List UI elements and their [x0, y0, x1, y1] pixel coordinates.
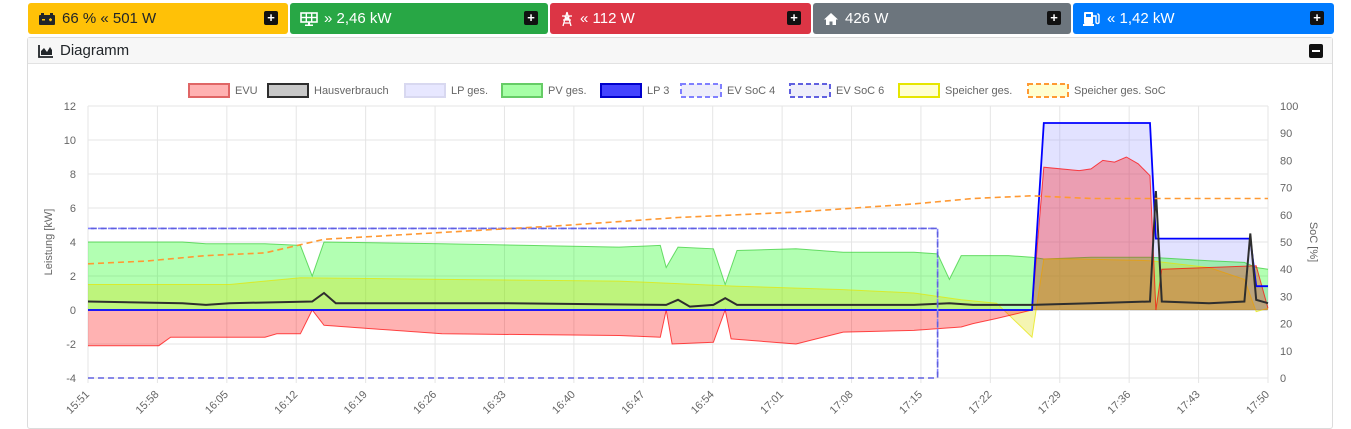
- power-tower-icon: [560, 11, 574, 27]
- x-tick-label: 17:43: [1175, 389, 1203, 417]
- series-line-speicher-ges-soc: [87, 194, 1268, 265]
- legend-swatch-speicher-ges-soc: [1027, 83, 1069, 98]
- area-chart-icon: [38, 44, 54, 58]
- y-tick-label-right: 50: [1280, 237, 1292, 249]
- charging-station-icon: [1083, 11, 1101, 26]
- y-tick-label-right: 80: [1280, 155, 1292, 167]
- expand-pv-button[interactable]: +: [524, 11, 538, 25]
- y-tick-label-right: 60: [1280, 210, 1292, 222]
- legend-swatch-hausverbrauch: [267, 83, 309, 98]
- y-tick-label-left: -4: [66, 373, 76, 385]
- x-tick-label: 15:58: [134, 389, 162, 417]
- legend-label-lp-3: LP 3: [647, 85, 669, 97]
- y-tick-label-right: 30: [1280, 291, 1292, 303]
- legend-label-speicher-ges-soc: Speicher ges. SoC: [1074, 85, 1166, 97]
- legend-label-evu: EVU: [235, 85, 258, 97]
- legend-swatch-lp-3: [600, 83, 642, 98]
- series-line-pv-ges: [88, 241, 1269, 287]
- expand-battery-button[interactable]: +: [264, 11, 278, 25]
- x-tick-label: 16:26: [411, 389, 439, 417]
- house-value: 426 W: [845, 10, 889, 27]
- legend-swatch-pv-ges: [501, 83, 543, 98]
- pv-value: » 2,46 kW: [324, 10, 392, 27]
- y-axis-label-right: SoC [%]: [1307, 222, 1319, 262]
- diagram-header[interactable]: Diagramm: [28, 38, 1332, 64]
- series-line-speicher-ges: [88, 258, 1269, 339]
- x-tick-label: 17:50: [1244, 389, 1272, 417]
- legend-swatch-ev-soc-4: [680, 83, 722, 98]
- x-tick-label: 16:54: [689, 389, 717, 417]
- legend-label-ev-soc-4: EV SoC 4: [727, 85, 775, 97]
- y-tick-label-left: 4: [70, 237, 76, 249]
- y-tick-label-left: 12: [64, 101, 76, 113]
- evu-value: « 112 W: [580, 10, 635, 27]
- x-tick-label: 16:19: [342, 389, 370, 417]
- legend-label-ev-soc-6: EV SoC 6: [836, 85, 884, 97]
- y-tick-label-left: 8: [70, 169, 76, 181]
- evu-tile[interactable]: « 112 W +: [550, 3, 811, 34]
- x-tick-label: 17:36: [1105, 389, 1133, 417]
- expand-evu-button[interactable]: +: [787, 11, 801, 25]
- y-tick-label-right: 40: [1280, 264, 1292, 276]
- legend-swatch-ev-soc-6: [789, 83, 831, 98]
- chargepoint-tile[interactable]: « 1,42 kW +: [1073, 3, 1334, 34]
- expand-chargepoint-button[interactable]: +: [1310, 11, 1324, 25]
- chargepoint-value: « 1,42 kW: [1107, 10, 1175, 27]
- battery-value: 66 % « 501 W: [62, 10, 157, 27]
- x-tick-label: 17:08: [828, 389, 856, 417]
- y-tick-label-right: 70: [1280, 183, 1292, 195]
- expand-house-button[interactable]: +: [1047, 11, 1061, 25]
- x-tick-label: 16:12: [272, 389, 300, 417]
- legend-swatch-evu: [188, 83, 230, 98]
- y-tick-label-left: 0: [70, 305, 76, 317]
- summary-tiles: 66 % « 501 W + » 2,46 kW + « 112 W + 426…: [0, 0, 1351, 35]
- house-tile[interactable]: 426 W +: [813, 3, 1071, 34]
- x-tick-label: 16:40: [550, 389, 578, 417]
- legend-swatch-speicher-ges: [898, 83, 940, 98]
- solar-panel-icon: [300, 11, 318, 26]
- x-tick-label: 17:29: [1036, 389, 1064, 417]
- y-tick-label-left: 2: [70, 271, 76, 283]
- legend-label-hausverbrauch: Hausverbrauch: [314, 85, 389, 97]
- x-tick-label: 17:01: [758, 389, 786, 417]
- y-tick-label-right: 90: [1280, 128, 1292, 140]
- series-area-pv-ges: [88, 242, 1268, 310]
- series-line-evu: [88, 156, 1269, 347]
- y-tick-label-left: -2: [66, 339, 76, 351]
- legend-swatch-lp-ges: [404, 83, 446, 98]
- home-icon: [823, 12, 839, 26]
- y-tick-label-right: 10: [1280, 346, 1292, 358]
- x-tick-label: 16:05: [203, 389, 231, 417]
- x-tick-label: 17:15: [897, 389, 925, 417]
- y-tick-label-right: 20: [1280, 319, 1292, 331]
- series-line-ev-soc-6: [88, 227, 939, 379]
- y-tick-label-right: 0: [1280, 373, 1286, 385]
- pv-tile[interactable]: » 2,46 kW +: [290, 3, 548, 34]
- collapse-diagram-button[interactable]: [1309, 44, 1323, 58]
- x-tick-label: 16:33: [481, 389, 509, 417]
- legend-label-pv-ges: PV ges.: [548, 85, 587, 97]
- legend-label-speicher-ges: Speicher ges.: [945, 85, 1012, 97]
- battery-tile[interactable]: 66 % « 501 W +: [28, 3, 288, 34]
- y-tick-label-right: 100: [1280, 101, 1298, 113]
- x-tick-label: 17:22: [967, 389, 995, 417]
- y-tick-label-left: 6: [70, 203, 76, 215]
- car-battery-icon: [38, 12, 56, 26]
- legend-label-lp-ges: LP ges.: [451, 85, 488, 97]
- y-axis-label-left: Leistung [kW]: [43, 209, 55, 276]
- y-tick-label-left: 10: [64, 135, 76, 147]
- series-area-speicher-ges: [88, 259, 1268, 338]
- series-line-hausverbrauch: [87, 190, 1269, 308]
- diagram-title: Diagramm: [60, 42, 130, 59]
- x-tick-label: 16:47: [619, 389, 647, 417]
- x-tick-label: 15:51: [64, 389, 92, 417]
